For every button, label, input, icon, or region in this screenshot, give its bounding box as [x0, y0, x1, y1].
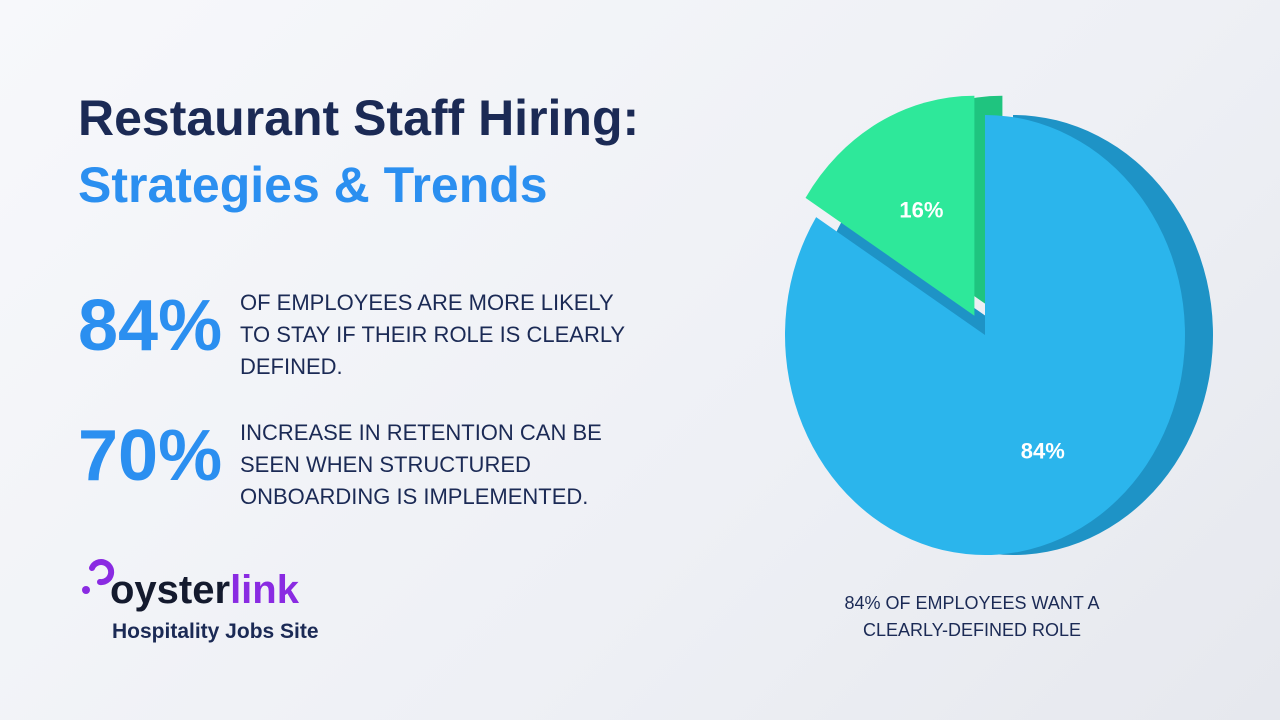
logo-brand: oysterlink — [110, 568, 300, 612]
pie-chart: 16% 84% — [784, 95, 1214, 555]
slice-label: 84% — [1021, 439, 1065, 464]
stat-figure: 84% — [78, 286, 222, 366]
stat-text: DEFINED. — [240, 354, 343, 379]
stat-figure: 70% — [78, 416, 222, 496]
caption: 84% OF EMPLOYEES WANT A CLEARLY-DEFINED R… — [844, 593, 1099, 640]
subtitle: Strategies & Trends — [78, 157, 548, 213]
logo: oysterlink Hospitality Jobs Site — [82, 559, 319, 643]
slice — [805, 95, 975, 316]
stat-text: TO STAY IF THEIR ROLE IS CLEARLY — [240, 322, 625, 347]
logo-icon — [89, 559, 115, 586]
title: Restaurant Staff Hiring: — [78, 90, 639, 146]
stats: 84% OF EMPLOYEES ARE MORE LIKELY TO STAY I… — [78, 286, 625, 509]
caption-line: CLEARLY-DEFINED ROLE — [863, 620, 1081, 640]
logo-tagline: Hospitality Jobs Site — [112, 620, 319, 643]
slice-label: 16% — [899, 198, 943, 223]
logo-dot — [82, 586, 90, 594]
logo-brand-1: oyster — [110, 568, 230, 612]
stat-text: OF EMPLOYEES ARE MORE LIKELY — [240, 290, 614, 315]
logo-brand-2: link — [230, 568, 300, 612]
slice — [784, 115, 1185, 555]
caption-line: 84% OF EMPLOYEES WANT A — [844, 593, 1099, 613]
stat-text: SEEN WHEN STRUCTURED — [240, 452, 531, 477]
stat-text: ONBOARDING IS IMPLEMENTED. — [240, 484, 588, 509]
stat-text: INCREASE IN RETENTION CAN BE — [240, 420, 602, 445]
